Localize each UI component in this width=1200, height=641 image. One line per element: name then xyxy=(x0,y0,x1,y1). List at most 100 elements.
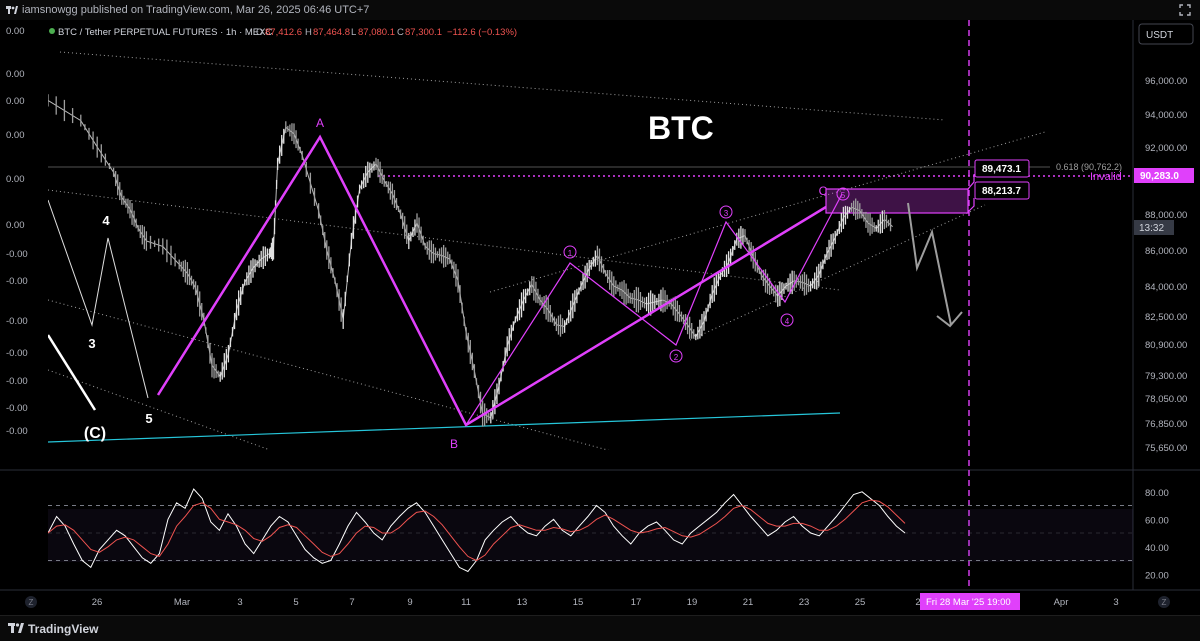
left-scale-label: -0.00 xyxy=(6,276,28,287)
wave-labels: A B C (C) 3 4 5 1 2 3 4 5 xyxy=(84,116,850,451)
left-scale-label: 0.00 xyxy=(6,96,25,107)
price-tick-label: 78,050.00 xyxy=(1145,394,1187,405)
label-b: B xyxy=(450,437,458,451)
price-tick-label: 75,650.00 xyxy=(1145,443,1187,454)
left-scale-label: 0.00 xyxy=(6,220,25,231)
legend-change: −112.6 (−0.13%) xyxy=(447,27,517,38)
price-tick-label: 96,000.00 xyxy=(1145,76,1187,87)
left-scale-label: -0.00 xyxy=(6,403,28,414)
expand-icon[interactable] xyxy=(1178,3,1192,17)
impulse-waves xyxy=(465,193,843,426)
settings-icon[interactable]: Z xyxy=(1158,596,1170,608)
legend-h-label: H xyxy=(305,27,312,38)
time-tick-label: 15 xyxy=(573,597,584,608)
legend-l-label: L xyxy=(351,27,356,38)
price-tick-label: 94,000.00 xyxy=(1145,110,1187,121)
lower-channel-line-2 xyxy=(48,369,271,450)
price-tick-label: 92,000.00 xyxy=(1145,143,1187,154)
time-tick-label: 9 xyxy=(407,597,412,608)
currency-label: USDT xyxy=(1146,30,1173,41)
time-tick-label: 7 xyxy=(349,597,354,608)
support-trendline xyxy=(48,412,841,443)
upper-callout: 89,473.1 xyxy=(974,159,1030,178)
rsi-series xyxy=(48,488,906,573)
left-scale-label: -0.00 xyxy=(6,348,28,359)
label-c5: 5 xyxy=(841,191,846,200)
wave-c-line xyxy=(48,334,97,411)
rsi-tick-label: 60.00 xyxy=(1145,515,1169,526)
rsi-scale: 80.00 60.00 40.00 20.00 xyxy=(1145,488,1169,582)
invalid-price-value: 90,283.0 xyxy=(1140,171,1179,182)
prior-wave-zigzag xyxy=(48,199,149,399)
rsi-ma-line xyxy=(48,499,906,562)
legend-close: 87,300.1 xyxy=(405,27,442,38)
time-tick-label: 17 xyxy=(631,597,642,608)
legend-open: 87,412.6 xyxy=(265,27,302,38)
left-scale-label: -0.00 xyxy=(6,376,28,387)
label-w5: 5 xyxy=(145,411,152,426)
left-scale: 0.00 0.00 0.00 0.00 0.00 0.00 -0.00 -0.00 -0.00 -… xyxy=(6,26,28,437)
time-tick-label: 5 xyxy=(293,597,298,608)
rsi-band xyxy=(48,509,1133,562)
currency-button[interactable]: USDT xyxy=(1138,23,1194,45)
legend-high: 87,464.8 xyxy=(313,27,350,38)
left-scale-label: 0.00 xyxy=(6,26,25,37)
publisher-text: iamsnowgg published on TradingView.com, … xyxy=(22,4,370,16)
time-tick-label: Apr xyxy=(1054,597,1069,608)
legend-symbol: BTC / Tether PERPETUAL FUTURES · 1h · ME… xyxy=(58,27,272,38)
left-scale-label: -0.00 xyxy=(6,426,28,437)
chart-canvas[interactable]: BTC / Tether PERPETUAL FUTURES · 1h · ME… xyxy=(0,20,1200,615)
invalid-label: Invalid xyxy=(1090,171,1122,183)
price-tick-label: 88,000.00 xyxy=(1145,210,1187,221)
svg-text:Z: Z xyxy=(29,598,34,607)
z-button[interactable]: Z xyxy=(25,596,37,608)
symbol-legend: BTC / Tether PERPETUAL FUTURES · 1h · ME… xyxy=(49,27,517,38)
label-c4: 4 xyxy=(785,317,790,326)
label-a: A xyxy=(316,116,324,130)
lower-callout-value: 88,213.7 xyxy=(982,186,1021,197)
time-tick-label: 3 xyxy=(237,597,242,608)
legend-o-label: O xyxy=(256,27,263,38)
label-c: C xyxy=(819,184,828,198)
left-scale-label: 0.00 xyxy=(6,130,25,141)
time-tick-label: 19 xyxy=(687,597,698,608)
price-tick-label: 76,850.00 xyxy=(1145,419,1187,430)
svg-text:Z: Z xyxy=(1162,598,1167,607)
price-tick-label: 84,000.00 xyxy=(1145,282,1187,293)
projection-arrow-icon xyxy=(936,311,963,328)
price-tick-label: 79,300.00 xyxy=(1145,371,1187,382)
fib-label: 0.618 (90,762.2) xyxy=(1056,162,1122,172)
time-tick-label: 25 xyxy=(855,597,866,608)
time-tick-label: 23 xyxy=(799,597,810,608)
label-w3: 3 xyxy=(88,336,95,351)
projection-path xyxy=(907,202,952,326)
rsi-tick-label: 20.00 xyxy=(1145,570,1169,581)
tradingview-logo-icon xyxy=(6,6,18,14)
rsi-tick-label: 40.00 xyxy=(1145,543,1169,554)
footer-brand: TradingView xyxy=(28,622,99,636)
time-tick-label: 13 xyxy=(517,597,528,608)
price-tick-label: 86,000.00 xyxy=(1145,246,1187,257)
time-tick-label: 11 xyxy=(461,597,471,608)
time-axis[interactable]: 26 Mar 3 5 7 9 11 13 15 17 19 21 23 25 2 Apr 3 xyxy=(92,597,1119,608)
time-tick-label: 26 xyxy=(92,597,103,608)
left-scale-label: 0.00 xyxy=(6,69,25,80)
crosshair-time-badge: Fri 28 Mar '25 19:00 xyxy=(920,593,1020,610)
tradingview-logo-icon xyxy=(8,623,24,633)
legend-c-label: C xyxy=(397,27,404,38)
abc-pattern xyxy=(156,134,827,427)
price-scale[interactable]: 96,000.00 94,000.00 92,000.00 88,000.00 86,0… xyxy=(1145,76,1187,454)
upper-callout-value: 89,473.1 xyxy=(982,164,1021,175)
time-tick-label: Mar xyxy=(174,597,190,608)
label-c2: 2 xyxy=(674,353,679,362)
publisher-bar: iamsnowgg published on TradingView.com, … xyxy=(0,0,1200,20)
price-tick-label: 80,900.00 xyxy=(1145,340,1187,351)
label-c-paren: (C) xyxy=(84,425,106,442)
wedge-upper-line xyxy=(489,131,1046,293)
crosshair-time-value: Fri 28 Mar '25 19:00 xyxy=(926,597,1011,608)
time-tick-label: 2 xyxy=(915,597,920,608)
price-series xyxy=(48,94,893,427)
countdown-badge: 13:32 xyxy=(1134,220,1174,235)
chart-title: BTC xyxy=(648,110,714,146)
label-c1: 1 xyxy=(568,249,573,258)
